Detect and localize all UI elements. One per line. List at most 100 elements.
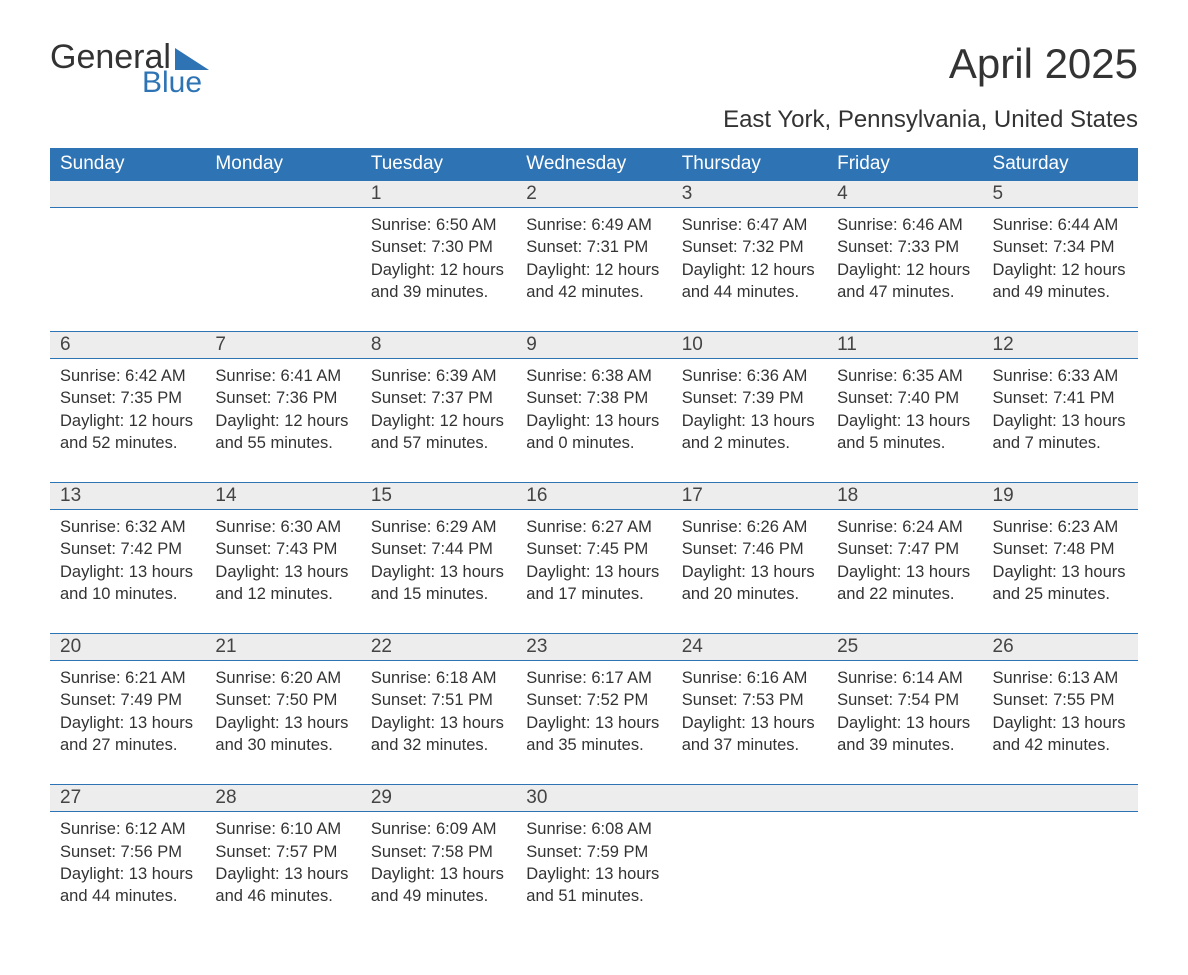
weekday-header: Sunday xyxy=(50,148,205,181)
day-number: 14 xyxy=(205,483,360,510)
sunrise-text: Sunrise: 6:35 AM xyxy=(837,365,972,387)
week-daynum-row: 27282930 xyxy=(50,785,1138,812)
daylight-text: Daylight: 13 hours and 46 minutes. xyxy=(215,863,350,908)
day-details: Sunrise: 6:12 AMSunset: 7:56 PMDaylight:… xyxy=(50,812,205,936)
day-number: 24 xyxy=(672,634,827,661)
weekday-header: Friday xyxy=(827,148,982,181)
daylight-text: Daylight: 13 hours and 17 minutes. xyxy=(526,561,661,606)
sunset-text: Sunset: 7:38 PM xyxy=(526,387,661,409)
day-details: Sunrise: 6:50 AMSunset: 7:30 PMDaylight:… xyxy=(361,208,516,332)
sunset-text: Sunset: 7:45 PM xyxy=(526,538,661,560)
daylight-text: Daylight: 13 hours and 32 minutes. xyxy=(371,712,506,757)
daylight-text: Daylight: 13 hours and 49 minutes. xyxy=(371,863,506,908)
page-title: April 2025 xyxy=(949,40,1138,88)
sunset-text: Sunset: 7:51 PM xyxy=(371,689,506,711)
day-number: 27 xyxy=(50,785,205,812)
day-number: 18 xyxy=(827,483,982,510)
empty-cell xyxy=(672,812,827,936)
daylight-text: Daylight: 13 hours and 25 minutes. xyxy=(993,561,1128,606)
daylight-text: Daylight: 13 hours and 12 minutes. xyxy=(215,561,350,606)
empty-cell xyxy=(827,785,982,812)
day-number: 6 xyxy=(50,332,205,359)
day-number: 15 xyxy=(361,483,516,510)
sunset-text: Sunset: 7:42 PM xyxy=(60,538,195,560)
empty-cell xyxy=(50,208,205,332)
day-details: Sunrise: 6:26 AMSunset: 7:46 PMDaylight:… xyxy=(672,510,827,634)
week-detail-row: Sunrise: 6:32 AMSunset: 7:42 PM Daylight:… xyxy=(50,510,1138,634)
sunrise-text: Sunrise: 6:47 AM xyxy=(682,214,817,236)
sunset-text: Sunset: 7:52 PM xyxy=(526,689,661,711)
day-number: 10 xyxy=(672,332,827,359)
day-number: 28 xyxy=(205,785,360,812)
empty-cell xyxy=(205,208,360,332)
sunrise-text: Sunrise: 6:17 AM xyxy=(526,667,661,689)
sunset-text: Sunset: 7:49 PM xyxy=(60,689,195,711)
location-subtitle: East York, Pennsylvania, United States xyxy=(50,106,1138,134)
day-details: Sunrise: 6:20 AMSunset: 7:50 PMDaylight:… xyxy=(205,661,360,785)
day-number: 26 xyxy=(983,634,1138,661)
daylight-text: Daylight: 13 hours and 5 minutes. xyxy=(837,410,972,455)
sunrise-text: Sunrise: 6:41 AM xyxy=(215,365,350,387)
week-detail-row: Sunrise: 6:21 AMSunset: 7:49 PM Daylight:… xyxy=(50,661,1138,785)
daylight-text: Daylight: 13 hours and 42 minutes. xyxy=(993,712,1128,757)
day-details: Sunrise: 6:30 AMSunset: 7:43 PMDaylight:… xyxy=(205,510,360,634)
day-details: Sunrise: 6:42 AMSunset: 7:35 PMDaylight:… xyxy=(50,359,205,483)
empty-cell xyxy=(205,181,360,208)
sunrise-text: Sunrise: 6:09 AM xyxy=(371,818,506,840)
sunset-text: Sunset: 7:36 PM xyxy=(215,387,350,409)
daylight-text: Daylight: 13 hours and 22 minutes. xyxy=(837,561,972,606)
sunset-text: Sunset: 7:56 PM xyxy=(60,841,195,863)
sunrise-text: Sunrise: 6:50 AM xyxy=(371,214,506,236)
week-daynum-row: 12345 xyxy=(50,181,1138,208)
day-details: Sunrise: 6:39 AMSunset: 7:37 PMDaylight:… xyxy=(361,359,516,483)
day-details: Sunrise: 6:16 AMSunset: 7:53 PMDaylight:… xyxy=(672,661,827,785)
sunset-text: Sunset: 7:54 PM xyxy=(837,689,972,711)
sunset-text: Sunset: 7:30 PM xyxy=(371,236,506,258)
day-details: Sunrise: 6:18 AMSunset: 7:51 PMDaylight:… xyxy=(361,661,516,785)
weekday-header: Thursday xyxy=(672,148,827,181)
daylight-text: Daylight: 12 hours and 47 minutes. xyxy=(837,259,972,304)
sunrise-text: Sunrise: 6:24 AM xyxy=(837,516,972,538)
sunrise-text: Sunrise: 6:23 AM xyxy=(993,516,1128,538)
day-details: Sunrise: 6:32 AMSunset: 7:42 PMDaylight:… xyxy=(50,510,205,634)
sunrise-text: Sunrise: 6:21 AM xyxy=(60,667,195,689)
empty-cell xyxy=(50,181,205,208)
daylight-text: Daylight: 13 hours and 35 minutes. xyxy=(526,712,661,757)
day-number: 16 xyxy=(516,483,671,510)
week-daynum-row: 20212223242526 xyxy=(50,634,1138,661)
sunrise-text: Sunrise: 6:26 AM xyxy=(682,516,817,538)
daylight-text: Daylight: 13 hours and 0 minutes. xyxy=(526,410,661,455)
sunrise-text: Sunrise: 6:38 AM xyxy=(526,365,661,387)
week-daynum-row: 13141516171819 xyxy=(50,483,1138,510)
header: General Blue April 2025 xyxy=(50,40,1138,98)
day-details: Sunrise: 6:27 AMSunset: 7:45 PMDaylight:… xyxy=(516,510,671,634)
daylight-text: Daylight: 12 hours and 52 minutes. xyxy=(60,410,195,455)
day-details: Sunrise: 6:14 AMSunset: 7:54 PMDaylight:… xyxy=(827,661,982,785)
sunrise-text: Sunrise: 6:14 AM xyxy=(837,667,972,689)
day-details: Sunrise: 6:47 AMSunset: 7:32 PMDaylight:… xyxy=(672,208,827,332)
daylight-text: Daylight: 12 hours and 57 minutes. xyxy=(371,410,506,455)
day-number: 3 xyxy=(672,181,827,208)
day-number: 17 xyxy=(672,483,827,510)
day-details: Sunrise: 6:46 AMSunset: 7:33 PMDaylight:… xyxy=(827,208,982,332)
day-details: Sunrise: 6:21 AMSunset: 7:49 PMDaylight:… xyxy=(50,661,205,785)
weekday-header: Saturday xyxy=(983,148,1138,181)
day-details: Sunrise: 6:08 AMSunset: 7:59 PMDaylight:… xyxy=(516,812,671,936)
daylight-text: Daylight: 12 hours and 55 minutes. xyxy=(215,410,350,455)
day-number: 19 xyxy=(983,483,1138,510)
day-details: Sunrise: 6:24 AMSunset: 7:47 PMDaylight:… xyxy=(827,510,982,634)
sunrise-text: Sunrise: 6:27 AM xyxy=(526,516,661,538)
sunrise-text: Sunrise: 6:42 AM xyxy=(60,365,195,387)
sunrise-text: Sunrise: 6:36 AM xyxy=(682,365,817,387)
daylight-text: Daylight: 13 hours and 20 minutes. xyxy=(682,561,817,606)
sunrise-text: Sunrise: 6:13 AM xyxy=(993,667,1128,689)
day-number: 13 xyxy=(50,483,205,510)
sunrise-text: Sunrise: 6:12 AM xyxy=(60,818,195,840)
day-number: 7 xyxy=(205,332,360,359)
daylight-text: Daylight: 12 hours and 42 minutes. xyxy=(526,259,661,304)
sunset-text: Sunset: 7:34 PM xyxy=(993,236,1128,258)
sunrise-text: Sunrise: 6:32 AM xyxy=(60,516,195,538)
sunset-text: Sunset: 7:58 PM xyxy=(371,841,506,863)
week-detail-row: Sunrise: 6:50 AMSunset: 7:30 PM Daylight:… xyxy=(50,208,1138,332)
day-number: 20 xyxy=(50,634,205,661)
